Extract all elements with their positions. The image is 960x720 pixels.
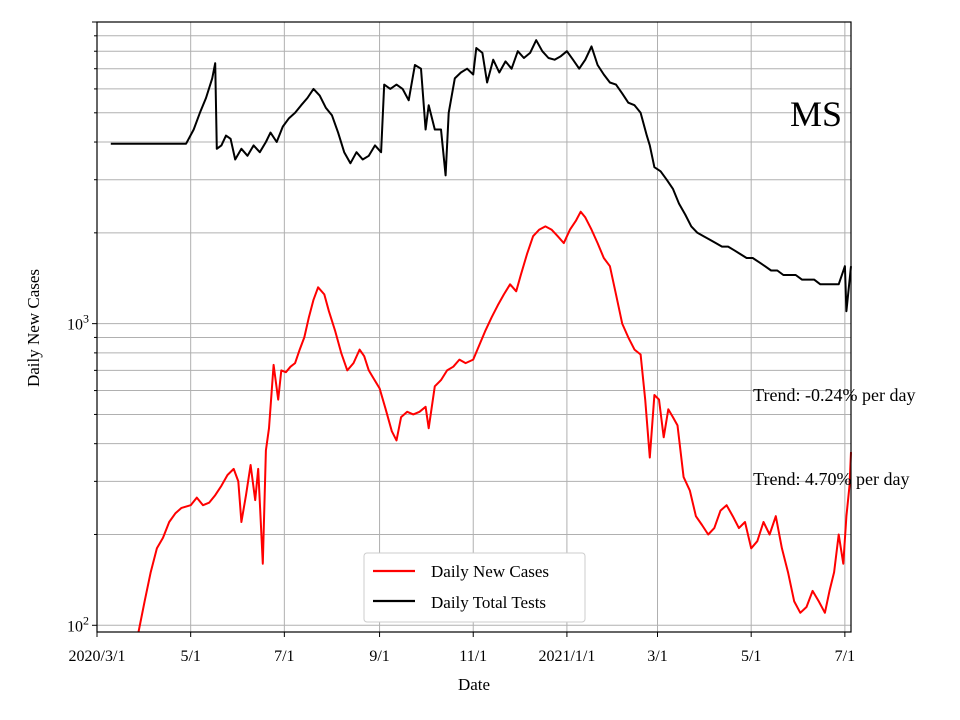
y-tick-label-exponent: 3	[83, 312, 89, 326]
state-label: MS	[790, 94, 842, 134]
y-tick-label-base: 10	[67, 618, 83, 635]
legend: Daily New Cases Daily Total Tests	[363, 552, 586, 623]
x-tick-label: 7/1	[835, 648, 855, 665]
x-tick-label: 7/1	[274, 648, 294, 665]
series-layer	[110, 39, 852, 633]
series-line-daily-new-cases	[137, 210, 852, 633]
y-tick-label: 102	[67, 613, 89, 635]
trend-annotation: Trend: 4.70% per day	[753, 469, 909, 489]
x-tick-label: 11/1	[459, 648, 487, 665]
legend-label-daily-new-cases: Daily New Cases	[431, 562, 549, 581]
legend-box	[363, 552, 586, 623]
annotations: Trend: -0.24% per day Trend: 4.70% per da…	[753, 385, 915, 489]
series-line-daily-total-tests	[110, 39, 852, 313]
plot-frame	[96, 21, 852, 633]
legend-label-daily-total-tests: Daily Total Tests	[431, 593, 546, 612]
plot-area-border	[96, 21, 852, 633]
y-tick-label-exponent: 2	[83, 613, 89, 627]
x-tick-label: 5/1	[741, 648, 761, 665]
trend-annotation: Trend: -0.24% per day	[753, 385, 915, 405]
y-tick-label-base: 10	[67, 317, 83, 334]
x-axis-label: Date	[458, 675, 490, 694]
x-tick-label: 2020/3/1	[69, 648, 126, 665]
x-tick-label: 5/1	[180, 648, 200, 665]
y-tick-label: 103	[67, 312, 89, 334]
x-tick-label: 9/1	[369, 648, 389, 665]
x-tick-label: 2021/1/1	[538, 648, 595, 665]
ticks: 2020/3/1 5/1 7/1 9/1 11/1 2021/1/1 3/1 5/1 7/1 10…	[67, 21, 855, 665]
x-tick-label: 3/1	[647, 648, 667, 665]
y-axis-label: Daily New Cases	[24, 269, 43, 387]
